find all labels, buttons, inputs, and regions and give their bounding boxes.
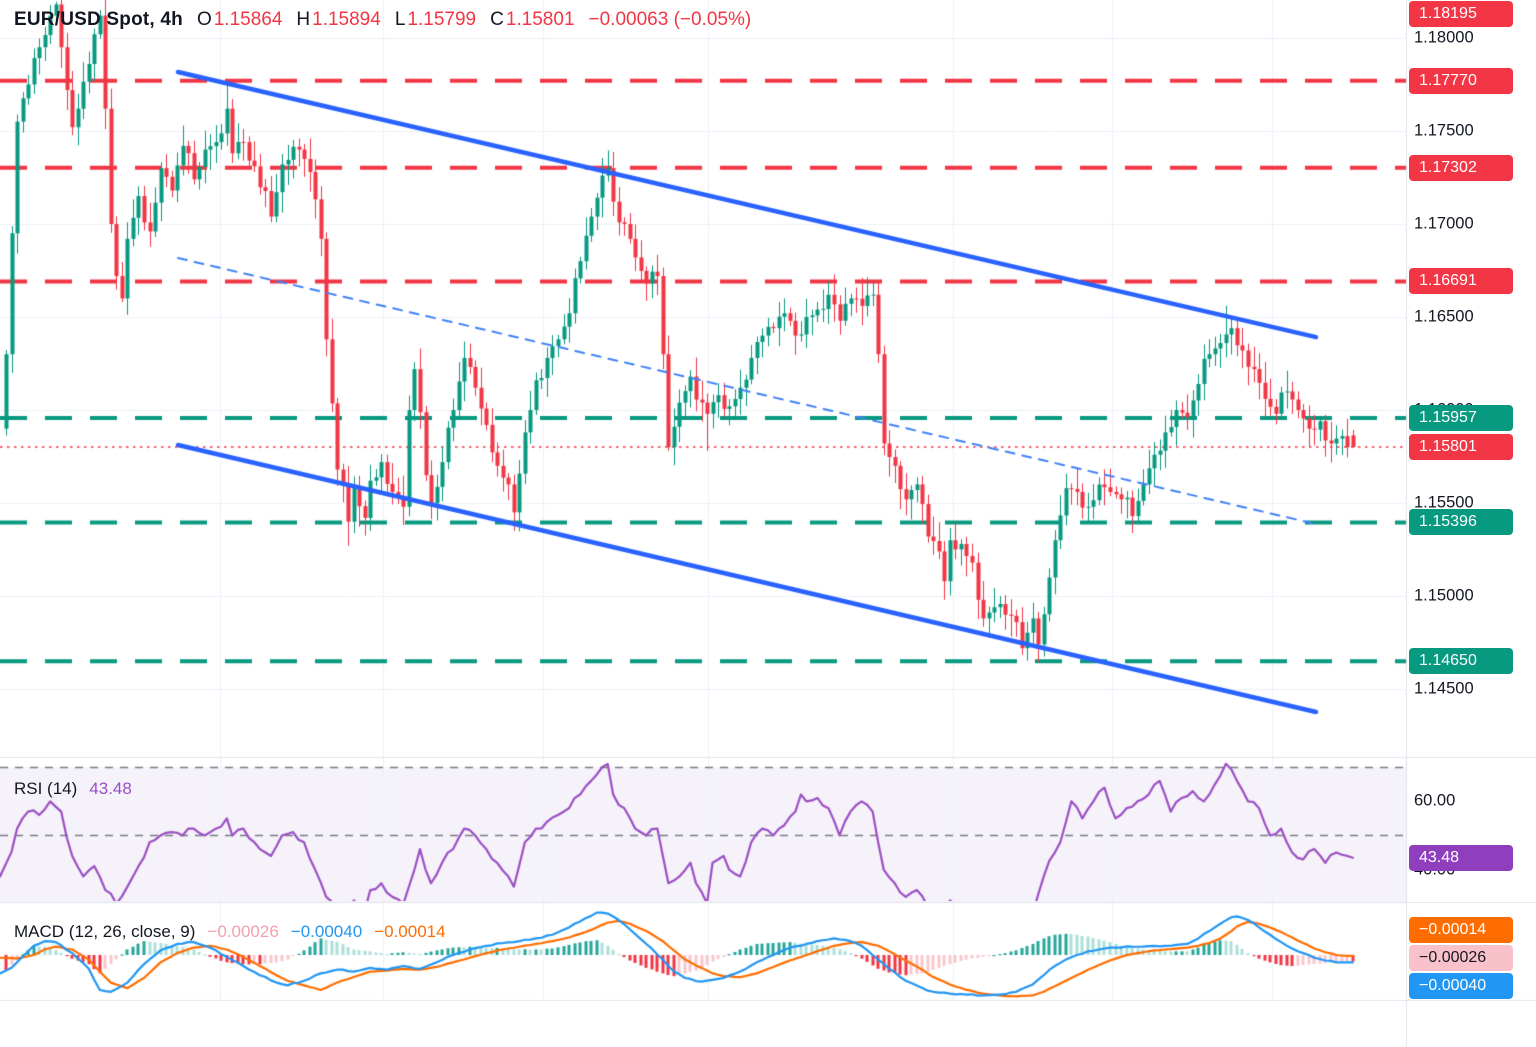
price-level-badge[interactable]: 1.17770 [1409, 67, 1513, 94]
rsi-axis-label: 60.00 [1414, 791, 1456, 810]
price-axis-label: 1.15500 [1414, 493, 1474, 512]
price-axis-label: 1.17500 [1414, 121, 1474, 140]
macd-value-badge[interactable]: −0.00026 [1409, 945, 1513, 971]
symbol-title[interactable]: EUR/USD Spot, 4h [14, 9, 183, 30]
price-level-badge[interactable]: 1.15801 [1409, 434, 1513, 461]
price-axis-label: 1.15000 [1414, 586, 1474, 605]
price-level-badge[interactable]: 1.14650 [1409, 648, 1513, 675]
price-level-badge[interactable]: 1.15396 [1409, 509, 1513, 536]
time-axis[interactable]: Oct81522Nov916 [0, 1000, 1536, 1047]
price-axis-label: 1.16500 [1414, 307, 1474, 326]
price-axis-label: 1.17000 [1414, 214, 1474, 233]
rsi-label[interactable]: RSI (14) [14, 779, 78, 798]
price-level-badge[interactable]: 1.18195 [1409, 1, 1513, 27]
price-level-badge[interactable]: 1.17302 [1409, 154, 1513, 181]
price-axis-label: 1.14500 [1414, 679, 1474, 698]
macd-value-badge[interactable]: −0.00014 [1409, 917, 1513, 943]
price-level-badge[interactable]: 1.15957 [1409, 405, 1513, 432]
price-axis-label: 1.18000 [1414, 28, 1474, 47]
rsi-value-badge[interactable]: 43.48 [1409, 844, 1513, 871]
macd-label[interactable]: MACD (12, 26, close, 9) [14, 922, 196, 941]
price-level-badge[interactable]: 1.16691 [1409, 268, 1513, 295]
macd-value-badge[interactable]: −0.00040 [1409, 973, 1513, 999]
